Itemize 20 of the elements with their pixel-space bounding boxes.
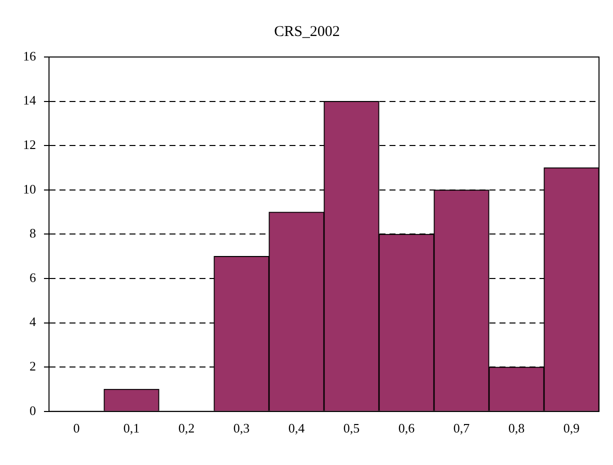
x-tick-label: 0,6 <box>398 420 416 436</box>
x-tick-label: 0,8 <box>508 420 525 436</box>
x-tick-label: 0 <box>73 420 80 436</box>
y-tick-label: 6 <box>30 270 36 285</box>
y-tick-label: 16 <box>23 48 36 64</box>
x-tick-label: 0,2 <box>178 420 195 436</box>
x-tick-label: 0,9 <box>563 420 580 436</box>
x-tick-label: 0,7 <box>453 420 470 436</box>
chart-title: CRS_2002 <box>274 24 340 40</box>
y-tick-label: 12 <box>23 137 36 152</box>
y-tick-label: 0 <box>30 402 36 418</box>
y-tick-label: 10 <box>23 181 36 196</box>
x-tick-label: 0,5 <box>343 420 360 436</box>
x-tick-label: 0,4 <box>288 420 306 436</box>
y-tick-label: 2 <box>30 358 36 374</box>
y-tick-label: 14 <box>23 92 36 108</box>
y-tick-label: 8 <box>30 226 36 241</box>
y-tick-label: 4 <box>30 314 36 330</box>
x-tick-label: 0,3 <box>233 420 250 436</box>
x-tick-label: 0,1 <box>123 420 140 436</box>
